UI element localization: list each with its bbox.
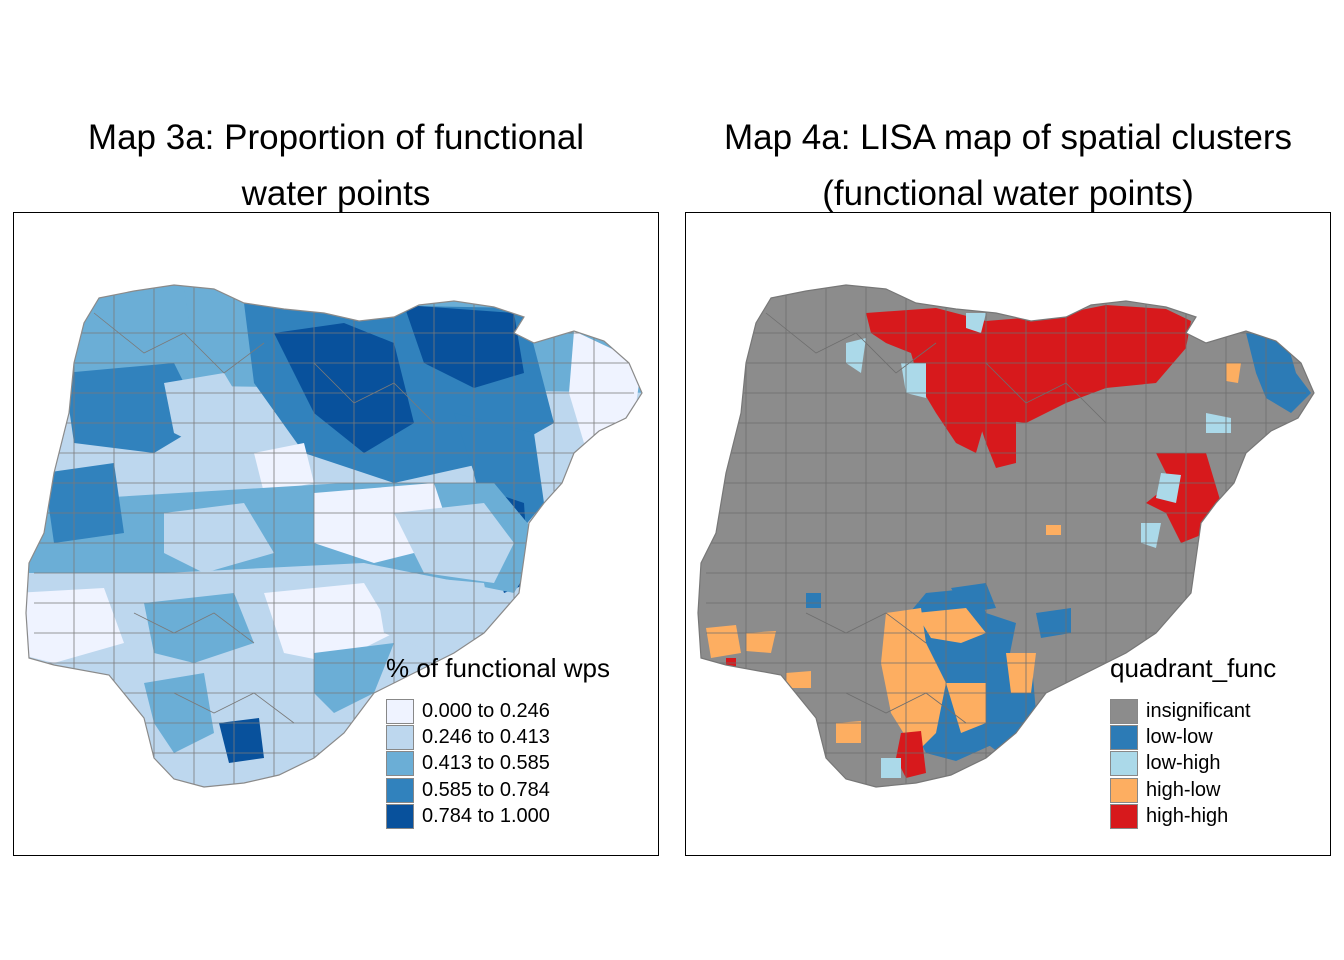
legend: quadrant_func insignificant low-low low-hi…	[1110, 653, 1276, 830]
district-boundaries	[706, 285, 1306, 787]
legend-swatch	[1110, 777, 1138, 803]
legend-label: low-low	[1146, 726, 1213, 749]
district-boundaries	[34, 285, 634, 787]
legend-label: low-high	[1146, 752, 1221, 775]
legend-swatch	[386, 698, 414, 724]
map-frame: % of functional wps 0.000 to 0.246 0.246 …	[13, 212, 659, 856]
map-title-line-2: (functional water points)	[822, 174, 1194, 213]
nigeria-choropleth-map	[25, 284, 643, 788]
legend-item: 0.784 to 1.000	[386, 804, 610, 830]
legend-label: 0.413 to 0.585	[422, 752, 550, 775]
legend-label: 0.000 to 0.246	[422, 699, 550, 722]
legend-swatch	[386, 751, 414, 777]
legend-label: 0.784 to 1.000	[422, 805, 550, 828]
legend-item: 0.000 to 0.246	[386, 698, 610, 724]
legend-label: 0.246 to 0.413	[422, 726, 550, 749]
legend-title: % of functional wps	[386, 653, 611, 683]
map-frame: quadrant_func insignificant low-low low-hi…	[685, 212, 1331, 856]
map-title-line-1: Map 3a: Proportion of functional	[87, 118, 585, 157]
map-title: Map 4a: LISA map of spatial clusters (fu…	[672, 110, 1344, 222]
legend-label: insignificant	[1146, 699, 1251, 722]
legend-swatch	[386, 777, 414, 803]
legend-item: low-high	[1110, 751, 1276, 777]
map-panel-lisa: Map 4a: LISA map of spatial clusters (fu…	[672, 0, 1344, 960]
legend-label: high-low	[1146, 778, 1221, 801]
legend-item: 0.585 to 0.784	[386, 777, 610, 803]
legend-swatch	[1110, 751, 1138, 777]
legend-swatch	[1110, 804, 1138, 830]
legend-item: insignificant	[1110, 698, 1276, 724]
legend-item: low-low	[1110, 724, 1276, 751]
legend-label: high-high	[1146, 805, 1229, 828]
legend-swatch	[386, 725, 414, 751]
legend-item: high-low	[1110, 777, 1276, 803]
map-title-line-2: water points	[241, 174, 431, 213]
legend-label: 0.585 to 0.784	[422, 778, 550, 801]
map-panel-proportion: Map 3a: Proportion of functional water p…	[0, 110, 672, 856]
legend-swatch	[1110, 698, 1138, 724]
legend: % of functional wps 0.000 to 0.246 0.246 …	[386, 653, 610, 830]
nigeria-lisa-map	[697, 284, 1315, 788]
legend-item: 0.413 to 0.585	[386, 751, 610, 777]
legend-title: quadrant_func	[1110, 653, 1277, 683]
legend-swatch	[386, 804, 414, 830]
legend-item: high-high	[1110, 804, 1276, 830]
legend-swatch	[1110, 725, 1138, 751]
map-title-line-1: Map 4a: LISA map of spatial clusters	[723, 118, 1293, 157]
map-title: Map 3a: Proportion of functional water p…	[0, 110, 672, 222]
legend-item: 0.246 to 0.413	[386, 724, 610, 751]
